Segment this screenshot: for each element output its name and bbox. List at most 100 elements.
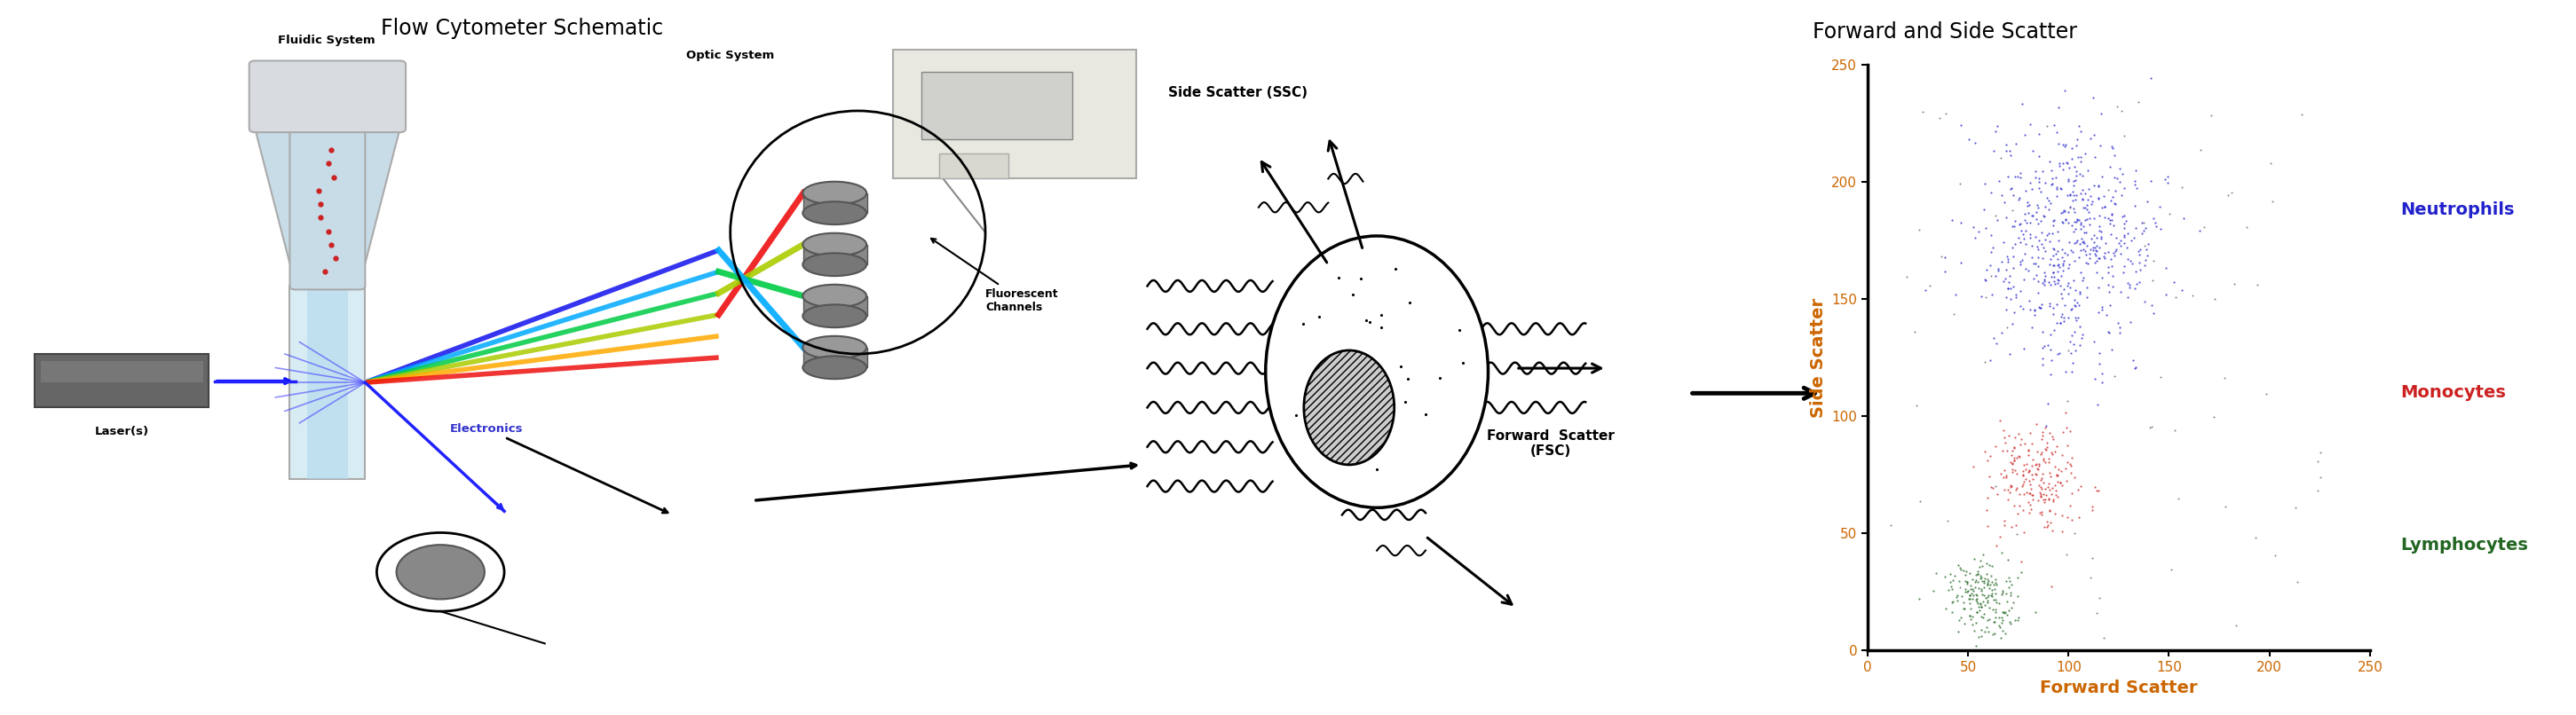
Point bbox=[1950, 598, 1991, 609]
Point bbox=[1937, 626, 1978, 638]
Point bbox=[1929, 568, 1971, 580]
Point bbox=[2107, 291, 2148, 302]
X-axis label: Forward Scatter: Forward Scatter bbox=[2040, 679, 2197, 696]
Point bbox=[2097, 172, 2138, 184]
Point bbox=[2030, 428, 2071, 439]
Point bbox=[2063, 244, 2105, 255]
Point bbox=[1996, 484, 2038, 495]
Point bbox=[1981, 152, 2022, 164]
Point bbox=[2035, 278, 2076, 290]
Point bbox=[2048, 217, 2089, 228]
Bar bbox=[307, 286, 348, 479]
Point bbox=[2040, 317, 2081, 328]
Point bbox=[1978, 612, 2020, 623]
Point bbox=[2048, 500, 2089, 511]
Point bbox=[2115, 362, 2156, 373]
Point bbox=[1942, 603, 1984, 615]
Point bbox=[1968, 579, 2009, 591]
Point bbox=[1963, 599, 2004, 611]
Point bbox=[2066, 292, 2107, 303]
Point bbox=[2014, 458, 2056, 470]
Point bbox=[1955, 588, 1996, 600]
Point bbox=[2035, 460, 2076, 472]
Point bbox=[2071, 191, 2112, 202]
Point bbox=[2115, 278, 2156, 290]
Point bbox=[2038, 260, 2079, 271]
Point bbox=[2094, 244, 2136, 255]
Point bbox=[1996, 452, 2038, 463]
Point bbox=[1971, 355, 2012, 366]
Point bbox=[2063, 147, 2105, 159]
Point bbox=[2012, 322, 2053, 333]
Point bbox=[2012, 469, 2053, 480]
Bar bbox=[804, 347, 868, 368]
Point bbox=[1940, 119, 1981, 131]
Point bbox=[1940, 178, 1981, 189]
Point bbox=[1971, 187, 2012, 198]
Point bbox=[2089, 247, 2130, 258]
Point bbox=[2032, 483, 2074, 494]
Point bbox=[1976, 611, 2017, 623]
Point bbox=[2027, 195, 2069, 207]
Point bbox=[2007, 449, 2048, 460]
Point bbox=[2043, 204, 2084, 216]
Point bbox=[1968, 573, 2009, 585]
Point bbox=[2012, 438, 2053, 449]
Point bbox=[2089, 253, 2130, 265]
Point bbox=[2097, 317, 2138, 329]
Point bbox=[1984, 236, 2025, 247]
Point bbox=[2053, 195, 2094, 207]
Point bbox=[1924, 108, 1965, 119]
Point bbox=[2066, 204, 2107, 215]
Point bbox=[2012, 489, 2053, 501]
Point bbox=[1978, 621, 2020, 633]
Point bbox=[2061, 244, 2102, 255]
Point bbox=[1919, 112, 1960, 124]
Point bbox=[1963, 654, 2004, 665]
Point bbox=[2117, 97, 2159, 108]
Point bbox=[1947, 576, 1989, 588]
Point bbox=[2032, 172, 2074, 184]
Point bbox=[2043, 141, 2084, 152]
Point bbox=[2071, 199, 2112, 210]
Point bbox=[2053, 294, 2094, 305]
Point bbox=[1999, 488, 2040, 500]
Point bbox=[1971, 230, 2012, 241]
Point bbox=[2084, 252, 2125, 264]
Point bbox=[2123, 217, 2164, 228]
Point bbox=[1996, 528, 2038, 539]
Point bbox=[2120, 249, 2161, 260]
Point bbox=[1937, 591, 1978, 603]
Point bbox=[2099, 240, 2141, 252]
Point bbox=[2035, 441, 2076, 453]
Point bbox=[1909, 280, 1950, 292]
Point bbox=[1981, 257, 2022, 268]
Point bbox=[2130, 72, 2172, 84]
Point bbox=[2020, 507, 2061, 518]
Point bbox=[2089, 300, 2130, 311]
Point bbox=[1968, 578, 2009, 589]
Point bbox=[2048, 287, 2089, 299]
Point bbox=[1976, 126, 2017, 137]
Point bbox=[1965, 222, 2007, 234]
Point bbox=[2025, 234, 2066, 245]
Point bbox=[2038, 158, 2079, 169]
Point bbox=[1940, 217, 1981, 228]
Point bbox=[2002, 556, 2043, 568]
Point bbox=[2099, 327, 2141, 338]
Point bbox=[1971, 591, 2012, 602]
Point bbox=[2032, 302, 2074, 314]
Point bbox=[2105, 231, 2146, 242]
Point bbox=[1986, 576, 2027, 587]
Point bbox=[2027, 192, 2069, 204]
Point bbox=[1989, 457, 2030, 468]
Point bbox=[1963, 581, 2004, 593]
Point bbox=[2105, 182, 2146, 194]
Bar bbox=[804, 193, 868, 213]
Point bbox=[2025, 422, 2066, 433]
Point bbox=[2007, 444, 2048, 455]
Point bbox=[2148, 207, 2190, 219]
Point bbox=[1950, 580, 1991, 591]
Point bbox=[2076, 232, 2117, 244]
Point bbox=[2125, 240, 2166, 251]
